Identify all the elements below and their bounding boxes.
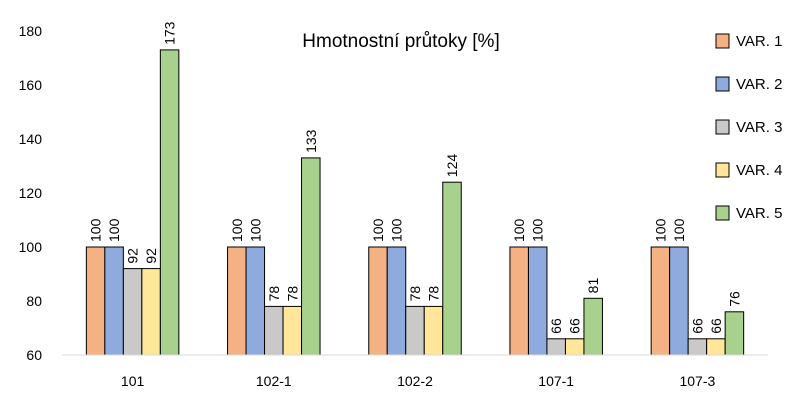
legend-label: VAR. 4 bbox=[736, 162, 782, 179]
y-tick-label: 180 bbox=[19, 23, 43, 39]
bar-var-5-101 bbox=[159, 49, 180, 356]
bar-var-5-102-1 bbox=[301, 157, 321, 356]
data-label: 100 bbox=[370, 218, 386, 242]
data-label: 81 bbox=[585, 278, 601, 294]
bar-var-2-102-2 bbox=[386, 246, 407, 356]
x-tick-label: 107-3 bbox=[679, 373, 715, 389]
bar-var-5-107-1 bbox=[583, 297, 603, 356]
data-label: 78 bbox=[426, 286, 442, 302]
bar-var-2-107-3 bbox=[669, 246, 689, 356]
bar-var-4-107-3 bbox=[706, 338, 726, 356]
data-label: 66 bbox=[567, 318, 583, 334]
legend-swatch bbox=[715, 205, 730, 221]
bar-var-4-102-2 bbox=[423, 305, 444, 356]
data-label: 76 bbox=[726, 291, 742, 307]
data-label: 100 bbox=[530, 218, 546, 242]
x-tick-label: 107-1 bbox=[538, 373, 574, 389]
data-label: 124 bbox=[444, 154, 460, 178]
x-tick-label: 102-2 bbox=[397, 373, 433, 389]
bar-var-5-102-2 bbox=[442, 181, 462, 356]
legend-swatch bbox=[715, 33, 730, 49]
legend-swatch bbox=[715, 76, 730, 92]
bar-var-1-107-1 bbox=[509, 246, 529, 356]
data-label: 173 bbox=[162, 21, 178, 45]
bar-var-5-107-3 bbox=[724, 311, 745, 356]
data-label: 66 bbox=[689, 318, 705, 334]
y-tick-label: 120 bbox=[19, 185, 43, 201]
bar-var-4-101 bbox=[141, 268, 161, 356]
legend-label: VAR. 1 bbox=[736, 33, 782, 50]
legend-swatch bbox=[715, 119, 730, 135]
data-label: 100 bbox=[671, 218, 687, 242]
y-tick-label: 160 bbox=[19, 77, 43, 93]
data-label: 100 bbox=[229, 218, 245, 242]
bar-var-1-102-1 bbox=[227, 246, 247, 356]
bar-var-4-107-1 bbox=[564, 338, 585, 356]
bar-var-3-102-2 bbox=[405, 305, 425, 356]
data-label: 100 bbox=[389, 218, 405, 242]
bar-var-3-107-3 bbox=[687, 338, 708, 356]
data-label: 78 bbox=[284, 286, 300, 302]
legend-label: VAR. 3 bbox=[736, 119, 782, 136]
legend-label: VAR. 5 bbox=[736, 205, 782, 222]
data-label: 92 bbox=[125, 248, 141, 264]
legend-swatch bbox=[715, 162, 730, 178]
data-label: 92 bbox=[143, 248, 159, 264]
data-label: 100 bbox=[106, 218, 122, 242]
y-tick-label: 140 bbox=[19, 131, 43, 147]
chart-title: Hmotnostní průtoky [%] bbox=[302, 31, 499, 52]
x-tick-label: 102-1 bbox=[256, 373, 292, 389]
y-tick-label: 100 bbox=[19, 239, 43, 255]
y-axis: 60 80 100 120 140 160 180 bbox=[19, 23, 43, 363]
data-label: 100 bbox=[511, 218, 527, 242]
legend-label: VAR. 2 bbox=[736, 76, 782, 93]
y-tick-label: 80 bbox=[26, 293, 42, 309]
bar-var-1-102-2 bbox=[368, 246, 388, 356]
data-label: 66 bbox=[708, 318, 724, 334]
bar-var-3-107-1 bbox=[546, 338, 566, 356]
x-axis: 101 102-1 102-2 107-1 107-3 bbox=[121, 373, 716, 389]
data-label: 66 bbox=[548, 318, 564, 334]
data-label: 78 bbox=[407, 286, 423, 302]
legend: VAR. 1 VAR. 2 VAR. 3 VAR. 4 VAR. 5 bbox=[715, 33, 782, 222]
bar-var-2-102-1 bbox=[245, 246, 266, 356]
data-label: 100 bbox=[247, 218, 263, 242]
bar-var-1-107-3 bbox=[650, 246, 671, 356]
bar-var-4-102-1 bbox=[282, 305, 303, 356]
x-tick-label: 101 bbox=[121, 373, 145, 389]
bar-var-3-101 bbox=[122, 268, 143, 356]
bar-var-3-102-1 bbox=[264, 305, 284, 356]
data-label: 100 bbox=[652, 218, 668, 242]
bar-var-2-101 bbox=[104, 246, 124, 356]
data-label: 100 bbox=[88, 218, 104, 242]
data-label: 78 bbox=[266, 286, 282, 302]
y-tick-label: 60 bbox=[26, 347, 42, 363]
bar-var-2-107-1 bbox=[527, 246, 548, 356]
bar-var-1-101 bbox=[85, 246, 106, 356]
data-label: 133 bbox=[303, 129, 319, 153]
